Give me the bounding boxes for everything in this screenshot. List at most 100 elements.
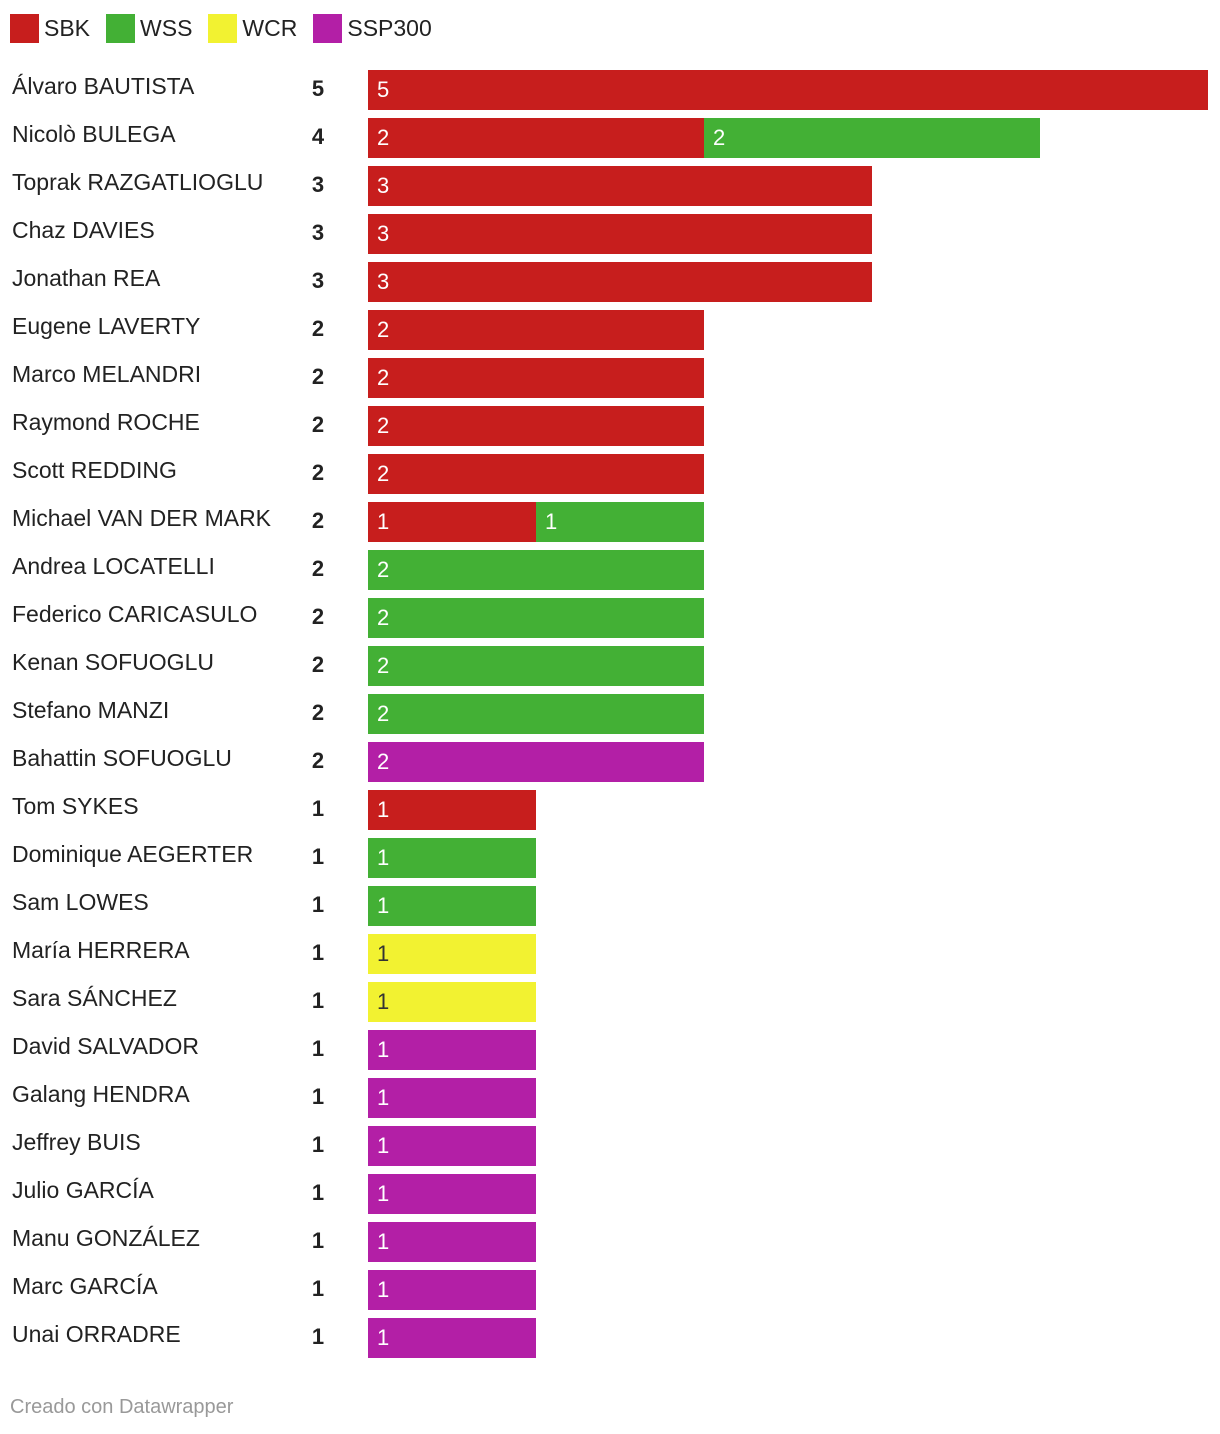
bar-value-label-raymond-roche-sbk: 2 xyxy=(377,413,389,438)
row-label-federico-caricasulo: Federico CARICASULO xyxy=(12,601,257,627)
bar-value-label-galang-hendra-ssp300: 1 xyxy=(377,1085,389,1110)
bar-segment-jonathan-rea-sbk xyxy=(368,262,872,302)
row-label-toprak-razgatlioglu: Toprak RAZGATLIOGLU xyxy=(12,169,263,195)
legend-swatch-wcr xyxy=(208,13,238,43)
bar-row-toprak-razgatlioglu: Toprak RAZGATLIOGLU 3 3 xyxy=(12,166,872,206)
bar-segment-david-salvador-ssp300 xyxy=(368,1030,536,1070)
bar-value-label-sam-lowes-wss: 1 xyxy=(377,893,389,918)
row-total-bahattin-sofuoglu: 2 xyxy=(312,748,324,773)
bar-row-maria-herrera: María HERRERA 1 1 xyxy=(12,934,536,974)
bar-value-label-manu-gonzalez-ssp300: 1 xyxy=(377,1229,389,1254)
bar-value-label-jeffrey-buis-ssp300: 1 xyxy=(377,1133,389,1158)
row-total-jeffrey-buis: 1 xyxy=(312,1132,324,1157)
row-label-michael-van-der-mark: Michael VAN DER MARK xyxy=(12,505,272,531)
bar-segment-andrea-locatelli-wss xyxy=(368,550,704,590)
row-label-jeffrey-buis: Jeffrey BUIS xyxy=(12,1129,141,1155)
bar-value-label-jonathan-rea-sbk: 3 xyxy=(377,269,389,294)
bar-value-label-toprak-razgatlioglu-sbk: 3 xyxy=(377,173,389,198)
bar-row-david-salvador: David SALVADOR 1 1 xyxy=(12,1030,536,1070)
bar-row-jeffrey-buis: Jeffrey BUIS 1 1 xyxy=(12,1126,536,1166)
bar-segment-stefano-manzi-wss xyxy=(368,694,704,734)
bar-segment-maria-herrera-wcr xyxy=(368,934,536,974)
bar-row-jonathan-rea: Jonathan REA 3 3 xyxy=(12,262,872,302)
legend-swatch-ssp300 xyxy=(313,13,343,43)
legend-item-wcr: WCR xyxy=(208,13,298,43)
bar-segment-federico-caricasulo-wss xyxy=(368,598,704,638)
bar-segment-tom-sykes-sbk xyxy=(368,790,536,830)
row-total-sara-sanchez: 1 xyxy=(312,988,324,1013)
bar-row-dominique-aegerter: Dominique AEGERTER 1 1 xyxy=(12,838,536,878)
bar-segment-unai-orradre-ssp300 xyxy=(368,1318,536,1358)
bar-segment-michael-van-der-mark-wss xyxy=(536,502,704,542)
bar-row-scott-redding: Scott REDDING 2 2 xyxy=(12,454,704,494)
row-total-marco-melandri: 2 xyxy=(312,364,324,389)
bar-value-label-tom-sykes-sbk: 1 xyxy=(377,797,389,822)
legend-swatch-wss xyxy=(106,13,136,43)
row-total-stefano-manzi: 2 xyxy=(312,700,324,725)
bar-segment-galang-hendra-ssp300 xyxy=(368,1078,536,1118)
bar-row-marco-melandri: Marco MELANDRI 2 2 xyxy=(12,358,704,398)
row-total-maria-herrera: 1 xyxy=(312,940,324,965)
row-label-stefano-manzi: Stefano MANZI xyxy=(12,697,169,723)
legend-item-sbk: SBK xyxy=(10,13,90,43)
row-label-scott-redding: Scott REDDING xyxy=(12,457,177,483)
row-label-jonathan-rea: Jonathan REA xyxy=(12,265,161,291)
stacked-bar-chart: Álvaro BAUTISTA 5 5 Nicolò BULEGA 4 2 2 Toprak … xyxy=(12,70,1208,1358)
row-total-dominique-aegerter: 1 xyxy=(312,844,324,869)
bar-segment-toprak-razgatlioglu-sbk xyxy=(368,166,872,206)
footer-credit: Creado con Datawrapper xyxy=(10,1396,234,1418)
bar-segment-sara-sanchez-wcr xyxy=(368,982,536,1022)
bar-segment-sam-lowes-wss xyxy=(368,886,536,926)
bar-row-galang-hendra: Galang HENDRA 1 1 xyxy=(12,1078,536,1118)
bar-value-label-kenan-sofuoglu-wss: 2 xyxy=(377,653,389,678)
legend-item-wss: WSS xyxy=(106,13,193,43)
legend-swatch-sbk xyxy=(10,13,39,43)
bar-row-andrea-locatelli: Andrea LOCATELLI 2 2 xyxy=(12,550,704,590)
bar-row-kenan-sofuoglu: Kenan SOFUOGLU 2 2 xyxy=(12,646,704,686)
row-label-marc-garcia: Marc GARCÍA xyxy=(12,1273,158,1299)
row-label-david-salvador: David SALVADOR xyxy=(12,1033,199,1059)
bar-segment-raymond-roche-sbk xyxy=(368,406,704,446)
row-total-jonathan-rea: 3 xyxy=(312,268,324,293)
row-total-toprak-razgatlioglu: 3 xyxy=(312,172,324,197)
bar-value-label-david-salvador-ssp300: 1 xyxy=(377,1037,389,1062)
row-total-tom-sykes: 1 xyxy=(312,796,324,821)
bar-row-federico-caricasulo: Federico CARICASULO 2 2 xyxy=(12,598,704,638)
bar-value-label-unai-orradre-ssp300: 1 xyxy=(377,1325,389,1350)
bar-row-nicolo-bulega: Nicolò BULEGA 4 2 2 xyxy=(12,118,1040,158)
row-label-unai-orradre: Unai ORRADRE xyxy=(12,1321,181,1347)
row-label-alvaro-bautista: Álvaro BAUTISTA xyxy=(12,73,195,99)
bar-value-label-marco-melandri-sbk: 2 xyxy=(377,365,389,390)
bar-row-michael-van-der-mark: Michael VAN DER MARK 2 1 1 xyxy=(12,502,704,542)
legend-label-wcr: WCR xyxy=(242,14,298,41)
bar-segment-marc-garcia-ssp300 xyxy=(368,1270,536,1310)
bar-row-sara-sanchez: Sara SÁNCHEZ 1 1 xyxy=(12,982,536,1022)
row-label-dominique-aegerter: Dominique AEGERTER xyxy=(12,841,253,867)
legend-item-ssp300: SSP300 xyxy=(313,13,432,43)
legend-label-wss: WSS xyxy=(140,14,193,41)
bar-segment-nicolo-bulega-wss xyxy=(704,118,1040,158)
row-total-julio-garcia: 1 xyxy=(312,1180,324,1205)
bar-segment-michael-van-der-mark-sbk xyxy=(368,502,536,542)
bar-segment-julio-garcia-ssp300 xyxy=(368,1174,536,1214)
row-total-sam-lowes: 1 xyxy=(312,892,324,917)
bar-row-sam-lowes: Sam LOWES 1 1 xyxy=(12,886,536,926)
bar-value-label-michael-van-der-mark-wss: 1 xyxy=(545,509,557,534)
bar-value-label-julio-garcia-ssp300: 1 xyxy=(377,1181,389,1206)
bar-value-label-sara-sanchez-wcr: 1 xyxy=(377,989,389,1014)
row-total-manu-gonzalez: 1 xyxy=(312,1228,324,1253)
bar-segment-manu-gonzalez-ssp300 xyxy=(368,1222,536,1262)
row-total-kenan-sofuoglu: 2 xyxy=(312,652,324,677)
bar-value-label-maria-herrera-wcr: 1 xyxy=(377,941,389,966)
bar-value-label-bahattin-sofuoglu-ssp300: 2 xyxy=(377,749,389,774)
bar-row-manu-gonzalez: Manu GONZÁLEZ 1 1 xyxy=(12,1222,536,1262)
bar-segment-alvaro-bautista-sbk xyxy=(368,70,1208,110)
bar-segment-chaz-davies-sbk xyxy=(368,214,872,254)
row-label-andrea-locatelli: Andrea LOCATELLI xyxy=(12,553,215,579)
bar-row-unai-orradre: Unai ORRADRE 1 1 xyxy=(12,1318,536,1358)
bar-value-label-chaz-davies-sbk: 3 xyxy=(377,221,389,246)
bar-value-label-marc-garcia-ssp300: 1 xyxy=(377,1277,389,1302)
row-label-eugene-laverty: Eugene LAVERTY xyxy=(12,313,200,339)
bar-segment-nicolo-bulega-sbk xyxy=(368,118,704,158)
row-label-raymond-roche: Raymond ROCHE xyxy=(12,409,200,435)
